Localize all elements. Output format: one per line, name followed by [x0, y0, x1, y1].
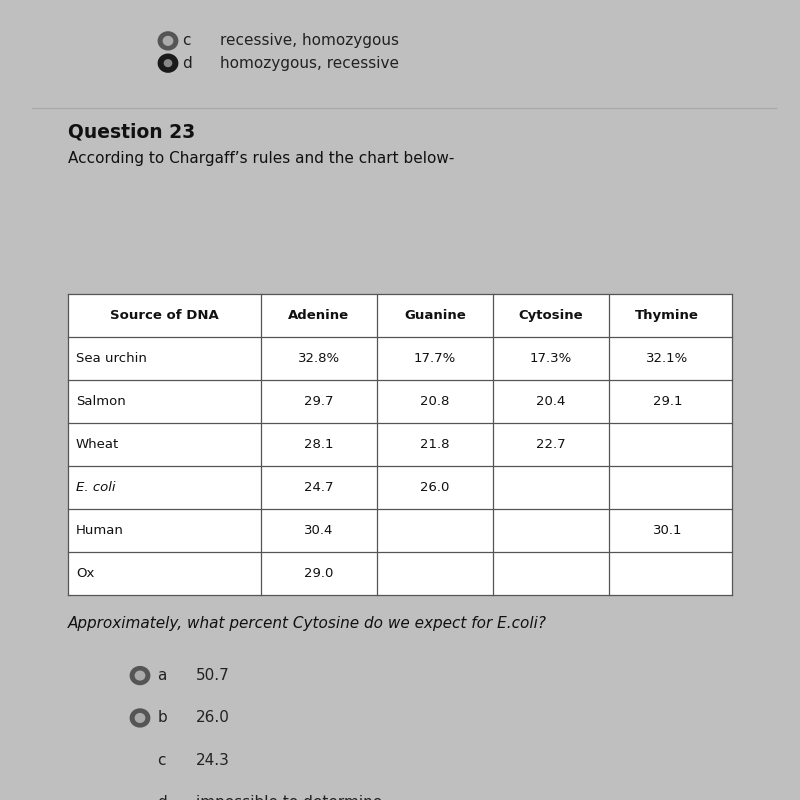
Text: Salmon: Salmon: [76, 395, 126, 408]
Text: 17.7%: 17.7%: [414, 352, 456, 365]
Text: c: c: [158, 753, 166, 768]
Circle shape: [130, 708, 150, 728]
Circle shape: [164, 60, 172, 66]
Circle shape: [130, 793, 150, 800]
Text: 30.1: 30.1: [653, 524, 682, 537]
Text: 22.7: 22.7: [536, 438, 566, 451]
Text: recessive, homozygous: recessive, homozygous: [220, 34, 399, 48]
Text: a: a: [158, 668, 167, 683]
Text: Ox: Ox: [76, 567, 94, 580]
Text: 29.1: 29.1: [653, 395, 682, 408]
Text: 21.8: 21.8: [420, 438, 450, 451]
Text: 20.8: 20.8: [420, 395, 450, 408]
Text: Adenine: Adenine: [288, 309, 350, 322]
Text: 29.0: 29.0: [304, 567, 334, 580]
Text: Guanine: Guanine: [404, 309, 466, 322]
Text: d: d: [182, 56, 192, 70]
Bar: [68, 294, 732, 595]
Text: 28.1: 28.1: [304, 438, 334, 451]
Text: Question 23: Question 23: [68, 122, 195, 142]
Text: impossible to determine: impossible to determine: [196, 795, 382, 800]
Text: 17.3%: 17.3%: [530, 352, 572, 365]
Text: Human: Human: [76, 524, 124, 537]
Circle shape: [135, 714, 145, 722]
Text: Source of DNA: Source of DNA: [110, 309, 218, 322]
Circle shape: [158, 31, 178, 50]
Text: 26.0: 26.0: [196, 710, 230, 726]
Text: Wheat: Wheat: [76, 438, 119, 451]
Text: c: c: [182, 34, 191, 48]
Text: 32.1%: 32.1%: [646, 352, 688, 365]
Circle shape: [163, 37, 173, 46]
Text: 29.7: 29.7: [304, 395, 334, 408]
Circle shape: [130, 666, 150, 686]
Text: Approximately, what percent Cytosine do we expect for E.coli?: Approximately, what percent Cytosine do …: [68, 616, 547, 631]
Text: Sea urchin: Sea urchin: [76, 352, 147, 365]
Text: 24.3: 24.3: [196, 753, 230, 768]
Circle shape: [158, 54, 178, 73]
Text: Thymine: Thymine: [635, 309, 699, 322]
Text: Cytosine: Cytosine: [518, 309, 583, 322]
Circle shape: [135, 671, 145, 680]
Text: According to Chargaff’s rules and the chart below-: According to Chargaff’s rules and the ch…: [68, 151, 454, 166]
Text: 26.0: 26.0: [420, 481, 450, 494]
Text: 20.4: 20.4: [536, 395, 566, 408]
Circle shape: [135, 756, 145, 765]
Text: d: d: [158, 795, 167, 800]
Text: E. coli: E. coli: [76, 481, 115, 494]
Text: 32.8%: 32.8%: [298, 352, 340, 365]
Circle shape: [130, 750, 150, 770]
Text: 24.7: 24.7: [304, 481, 334, 494]
Text: 30.4: 30.4: [304, 524, 334, 537]
Text: b: b: [158, 710, 167, 726]
Text: 50.7: 50.7: [196, 668, 230, 683]
Text: homozygous, recessive: homozygous, recessive: [220, 56, 399, 70]
